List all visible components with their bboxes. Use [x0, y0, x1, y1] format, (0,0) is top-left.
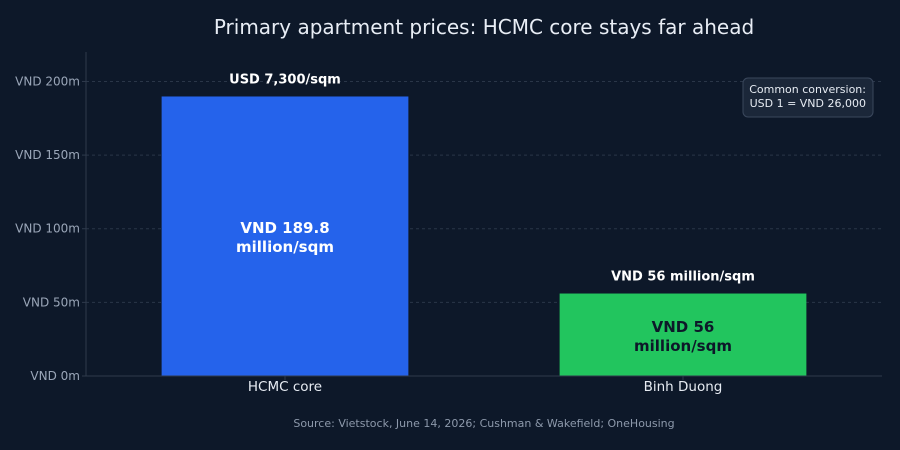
bar: [161, 96, 409, 376]
chart-title: Primary apartment prices: HCMC core stay…: [214, 15, 754, 39]
bar: [559, 293, 807, 376]
y-axis: VND 0m VND 50m VND 100m VND 150m VND 200m: [15, 52, 87, 383]
bar-value-unit-label: million/sqm: [634, 337, 732, 355]
y-tick-label: VND 100m: [15, 222, 80, 236]
conversion-note: Common conversion: USD 1 = VND 26,000: [742, 77, 874, 118]
x-tick-label: HCMC core: [248, 379, 322, 395]
bar-top-label: USD 7,300/sqm: [229, 72, 341, 87]
y-tick-label: VND 200m: [15, 74, 80, 88]
bar-value-label: VND 189.8: [240, 219, 329, 237]
source-note: Source: Vietstock, June 14, 2026; Cushma…: [293, 417, 674, 430]
conversion-note-line-2: USD 1 = VND 26,000: [750, 97, 866, 110]
conversion-note-box: [742, 77, 874, 118]
y-tick-label: VND 50m: [23, 295, 80, 309]
bar-value-unit-label: million/sqm: [236, 238, 334, 256]
y-tick-label: VND 150m: [15, 148, 80, 162]
conversion-note-line-1: Common conversion:: [749, 83, 866, 96]
y-tick-label: VND 0m: [30, 369, 80, 383]
x-tick-label: Binh Duong: [644, 379, 723, 395]
x-axis: HCMC core Binh Duong: [86, 375, 882, 395]
bar-top-label: VND 56 million/sqm: [611, 270, 755, 285]
bar-value-label: VND 56: [652, 318, 715, 336]
